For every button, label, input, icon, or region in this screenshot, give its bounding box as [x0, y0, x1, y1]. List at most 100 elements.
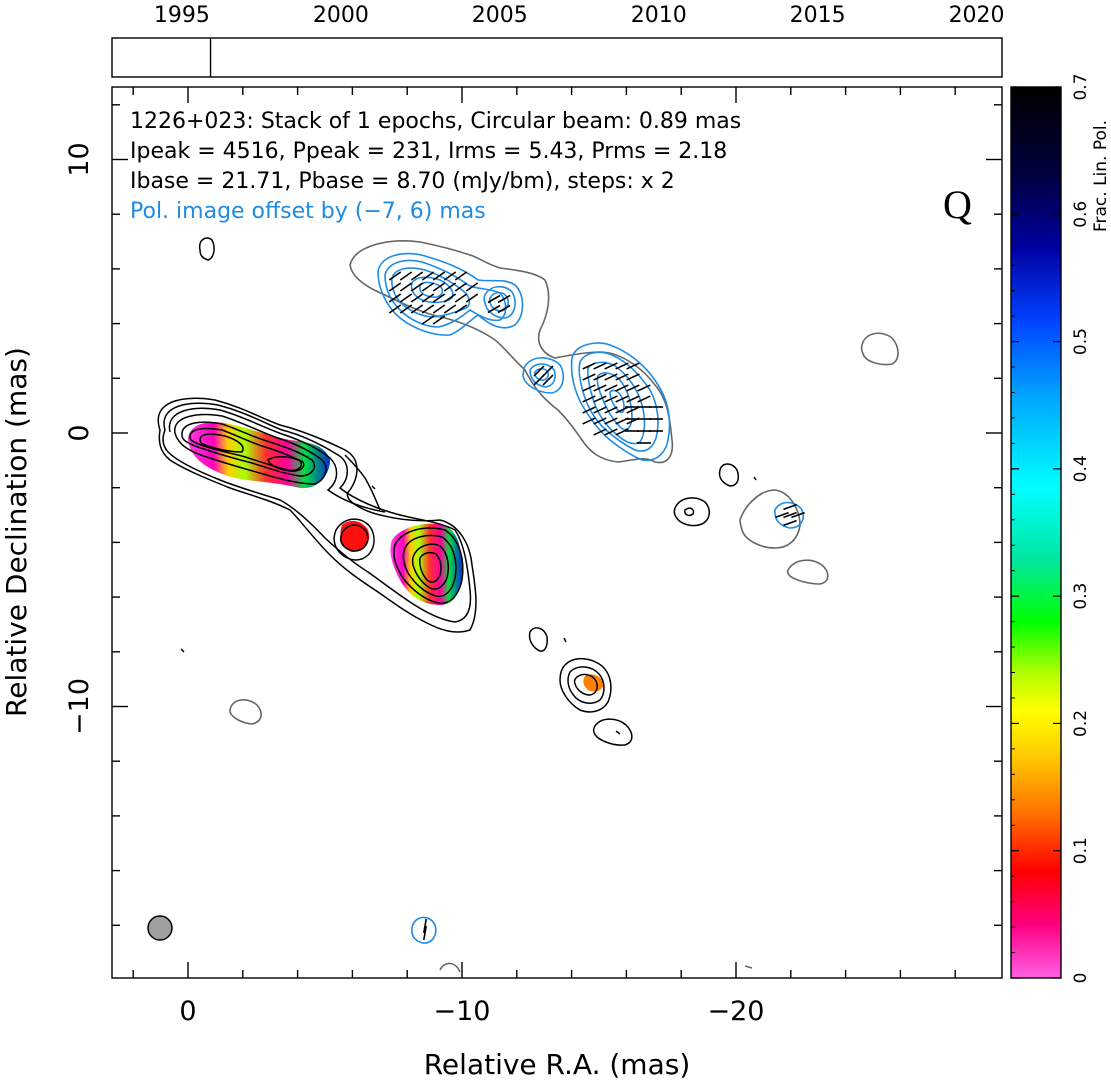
evpa-tick	[783, 519, 797, 527]
evpa-tick	[582, 362, 596, 370]
evpa-tick	[421, 293, 435, 303]
evpa-tick	[399, 282, 413, 292]
evpa-tick	[582, 373, 596, 381]
evpa-tick	[454, 304, 468, 314]
evpa-tick	[421, 271, 435, 281]
evpa-tick	[604, 395, 618, 403]
evpa-tick	[582, 406, 596, 414]
evpa-tick	[533, 365, 545, 377]
x-axis-label: Relative R.A. (mas)	[424, 1048, 691, 1081]
evpa-tick	[604, 428, 618, 436]
evpa-tick	[422, 925, 428, 941]
pol-offset-note: Pol. image offset by (−7, 6) mas	[130, 199, 486, 224]
timeline-year-label: 2010	[631, 3, 687, 28]
evpa-tick	[432, 282, 446, 292]
evpa-tick	[443, 282, 457, 292]
evpa-tick	[497, 294, 511, 304]
info-line-3: Ibase = 21.71, Pbase = 8.70 (mJy/bm), st…	[130, 169, 675, 194]
y-tick-label: −10	[64, 678, 95, 735]
evpa-vectors	[388, 271, 805, 941]
stokes-label: Q	[943, 182, 972, 227]
evpa-tick	[783, 503, 797, 511]
evpa-tick	[388, 304, 402, 314]
evpa-tick	[399, 293, 413, 303]
colorbar-tick-label: 0.7	[1071, 73, 1091, 100]
x-tick-label: −10	[434, 996, 491, 1027]
evpa-tick	[615, 362, 629, 370]
evpa-tick	[615, 373, 629, 381]
evpa-tick	[443, 271, 457, 281]
evpa-tick	[775, 511, 789, 519]
evpa-tick	[432, 315, 446, 325]
timeline-year-label: 1995	[154, 3, 210, 28]
evpa-tick	[615, 395, 629, 403]
evpa-tick	[487, 294, 501, 304]
y-tick-label: 0	[64, 424, 95, 441]
evpa-tick	[604, 384, 618, 392]
evpa-tick	[604, 373, 618, 381]
evpa-tick	[615, 428, 629, 436]
beam-ellipse	[147, 915, 173, 941]
colorbar-tick-label: 0.3	[1071, 583, 1091, 610]
evpa-tick	[465, 282, 479, 292]
evpa-tick	[497, 304, 511, 314]
stokes-i-islands	[180, 237, 757, 746]
evpa-tick	[637, 384, 651, 392]
evpa-tick	[542, 374, 554, 386]
evpa-tick	[465, 293, 479, 303]
colorbar-tick-label: 0.5	[1071, 328, 1091, 355]
colorbar-tick-label: 0.1	[1071, 837, 1091, 864]
y-tick-label: 10	[64, 142, 95, 176]
fpol-core-region	[188, 422, 330, 489]
evpa-tick	[593, 406, 607, 414]
evpa-tick	[410, 271, 424, 281]
evpa-tick	[421, 315, 435, 325]
evpa-tick	[432, 293, 446, 303]
y-axis-label: Relative Declination (mas)	[0, 347, 33, 717]
evpa-tick	[410, 293, 424, 303]
evpa-tick	[582, 395, 596, 403]
evpa-tick	[626, 395, 640, 403]
fpol-inner-jet-region	[340, 520, 370, 552]
evpa-tick	[626, 406, 640, 414]
x-tick-labels: 0 −10 −20	[179, 996, 764, 1027]
colorbar: 0 0.1 0.2 0.3 0.4 0.5 0.6 0.7 Frac. Lin. Pol.	[1010, 73, 1111, 984]
plot-area: 0 −10 −20 −10 0 10 1226+023: Stack of 1 epoc…	[0, 86, 1003, 1081]
evpa-tick	[454, 282, 468, 292]
colorbar-label: Frac. Lin. Pol.	[1091, 120, 1111, 232]
evpa-tick	[388, 293, 402, 303]
evpa-tick	[454, 293, 468, 303]
evpa-tick	[604, 362, 618, 370]
evpa-tick	[604, 406, 618, 414]
evpa-tick	[399, 271, 413, 281]
evpa-tick	[388, 282, 402, 292]
timeline: 1995 2000 2005 2010 2015 2020	[111, 3, 1005, 78]
evpa-tick	[593, 373, 607, 381]
evpa-tick	[783, 511, 797, 519]
evpa-tick	[432, 271, 446, 281]
lowest-contours	[229, 240, 899, 973]
stokes-i-contours	[157, 397, 477, 633]
info-line-2: Ipeak = 4516, Ppeak = 231, Irms = 5.43, …	[130, 139, 727, 164]
colorbar-tick-label: 0.2	[1071, 710, 1091, 737]
evpa-tick	[421, 282, 435, 292]
evpa-tick	[626, 384, 640, 392]
evpa-tick	[454, 271, 468, 281]
evpa-tick	[637, 395, 651, 403]
evpa-tick	[582, 384, 596, 392]
evpa-tick	[615, 406, 629, 414]
evpa-tick	[443, 293, 457, 303]
plot-frame	[111, 86, 1003, 979]
evpa-tick	[626, 373, 640, 381]
timeline-year-label: 2015	[790, 3, 846, 28]
evpa-tick	[533, 374, 545, 386]
x-tick-label: 0	[179, 996, 196, 1027]
evpa-tick	[791, 511, 805, 519]
evpa-tick	[422, 918, 428, 934]
x-tick-label: −20	[708, 996, 765, 1027]
colorbar-tick-label: 0	[1071, 973, 1091, 984]
evpa-tick	[421, 304, 435, 314]
evpa-tick	[388, 271, 402, 281]
info-line-1: 1226+023: Stack of 1 epochs, Circular be…	[130, 109, 741, 134]
evpa-tick	[593, 428, 607, 436]
